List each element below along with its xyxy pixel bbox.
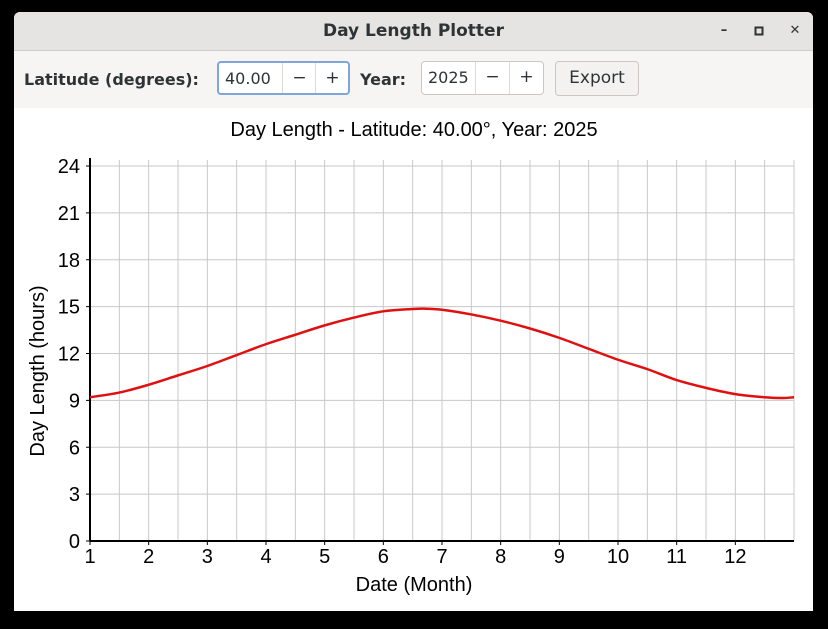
x-tick-label: 6	[378, 546, 389, 568]
close-icon[interactable]: ✕	[789, 23, 801, 38]
latitude-increment-button[interactable]: +	[315, 63, 349, 93]
x-tick-label: 12	[724, 546, 746, 568]
y-tick-label: 15	[58, 297, 80, 319]
x-tick-label: 4	[260, 546, 271, 568]
y-tick-label: 12	[58, 344, 80, 366]
title-bar[interactable]: Day Length Plotter – ✕	[14, 12, 813, 51]
export-button[interactable]: Export	[555, 61, 639, 96]
x-tick-label: 8	[495, 546, 506, 568]
latitude-spinner[interactable]: 40.00 − +	[217, 61, 350, 95]
x-tick-label: 10	[607, 546, 629, 568]
latitude-decrement-button[interactable]: −	[282, 63, 316, 93]
x-tick-label: 3	[202, 546, 213, 568]
latitude-input[interactable]: 40.00	[225, 69, 271, 88]
app-window: Day Length Plotter – ✕ Latitude (degrees…	[14, 12, 813, 611]
y-tick-label: 9	[69, 390, 80, 412]
y-axis-label: Day Length (hours)	[27, 285, 49, 456]
day-length-series-line	[89, 307, 795, 400]
chart-axes	[86, 158, 794, 545]
x-tick-label: 2	[143, 546, 154, 568]
maximize-square-icon	[754, 26, 764, 36]
y-tick-label: 3	[69, 484, 80, 506]
maximize-icon[interactable]	[749, 21, 769, 41]
chart-grid	[90, 160, 795, 541]
y-tick-label: 24	[58, 156, 80, 178]
x-tick-label: 5	[319, 546, 330, 568]
x-axis-label: Date (Month)	[356, 574, 473, 596]
year-decrement-button[interactable]: −	[475, 62, 509, 94]
y-tick-label: 21	[58, 203, 80, 225]
year-label: Year:	[360, 70, 407, 89]
x-tick-label: 7	[436, 546, 447, 568]
x-tick-label: 9	[554, 546, 565, 568]
y-tick-label: 0	[69, 531, 80, 553]
x-tick-label: 11	[666, 546, 687, 568]
toolbar: Latitude (degrees): 40.00 − + Year: 2025…	[14, 51, 813, 108]
x-tick-label: 1	[84, 546, 95, 568]
year-spinner[interactable]: 2025 − +	[421, 61, 544, 95]
chart-title: Day Length - Latitude: 40.00°, Year: 202…	[230, 119, 597, 141]
year-input[interactable]: 2025	[428, 68, 469, 87]
latitude-label: Latitude (degrees):	[24, 70, 199, 89]
plot-area: 0 3 6 9 12 15 18 21 24 1 2 3 4 5 6 7 8 9 10 11 12 Day Length…	[14, 108, 813, 611]
year-increment-button[interactable]: +	[509, 62, 543, 94]
y-tick-label: 6	[69, 437, 80, 459]
window-title: Day Length Plotter	[323, 21, 504, 41]
y-tick-label: 18	[58, 250, 80, 272]
minimize-icon[interactable]: –	[720, 23, 728, 38]
